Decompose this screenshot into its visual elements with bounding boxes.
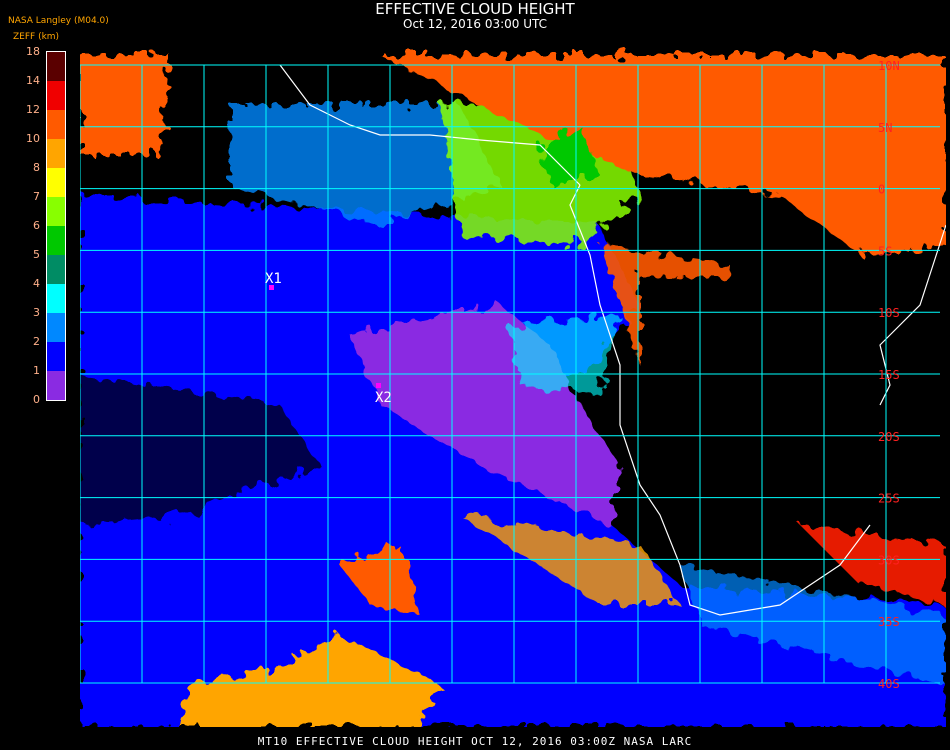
- lat-label: 20S: [878, 430, 900, 444]
- marker-x1-label: X1: [265, 271, 282, 287]
- lat-label: 5S: [878, 244, 892, 258]
- lat-label: 0: [878, 183, 885, 197]
- marker-x2-label: X2: [375, 390, 392, 406]
- legend-swatch: [47, 168, 65, 197]
- legend-tick: 5: [33, 248, 40, 261]
- lat-label: 30S: [878, 553, 900, 567]
- lat-label: 35S: [878, 615, 900, 629]
- lat-label: 40S: [878, 677, 900, 691]
- legend-tick: 0: [33, 393, 40, 406]
- legend-swatch: [47, 110, 65, 139]
- lat-label: 10S: [878, 306, 900, 320]
- legend-swatch: [47, 81, 65, 110]
- chart-title: EFFECTIVE CLOUD HEIGHT: [375, 0, 575, 18]
- satellite-map: 10N 5N 0 5S 10S 15S 20S 25S 30S 35S 40S X1 X2: [80, 45, 946, 727]
- legend-tick: 18: [26, 45, 40, 58]
- coastline: [279, 64, 946, 616]
- legend-swatch: [47, 371, 65, 400]
- footer-caption: MT10 EFFECTIVE CLOUD HEIGHT OCT 12, 2016…: [257, 735, 693, 748]
- legend-tick: 7: [33, 190, 40, 203]
- legend-tick: 4: [33, 277, 40, 290]
- latitude-labels: 10N 5N 0 5S 10S 15S 20S 25S 30S 35S 40S: [878, 59, 900, 691]
- lat-label: 15S: [878, 368, 900, 382]
- lat-label: 10N: [878, 59, 900, 73]
- marker-x1-point: [269, 285, 274, 290]
- legend-swatch: [47, 284, 65, 313]
- lat-label: 25S: [878, 492, 900, 506]
- legend-tick: 2: [33, 335, 40, 348]
- legend-tick: 1: [33, 364, 40, 377]
- legend-tick: 12: [26, 103, 40, 116]
- legend-swatch: [47, 255, 65, 284]
- legend-swatch: [47, 52, 65, 81]
- legend-tick: 8: [33, 161, 40, 174]
- color-legend: [46, 51, 66, 401]
- legend-tick: 3: [33, 306, 40, 319]
- marker-x2-point: [376, 383, 381, 388]
- legend-tick: 10: [26, 132, 40, 145]
- legend-swatch: [47, 226, 65, 255]
- lat-lon-grid: [80, 64, 940, 684]
- legend-swatch: [47, 139, 65, 168]
- chart-subtitle: Oct 12, 2016 03:00 UTC: [403, 17, 547, 31]
- legend-source: NASA Langley (M04.0): [8, 16, 109, 26]
- legend-tick: 6: [33, 219, 40, 232]
- legend-swatch: [47, 197, 65, 226]
- legend-tick: 14: [26, 74, 40, 87]
- legend-swatch: [47, 313, 65, 342]
- legend-unit: ZEFF (km): [13, 32, 60, 42]
- lat-label: 5N: [878, 121, 892, 135]
- cloud-field: [80, 55, 946, 727]
- legend-swatch: [47, 342, 65, 371]
